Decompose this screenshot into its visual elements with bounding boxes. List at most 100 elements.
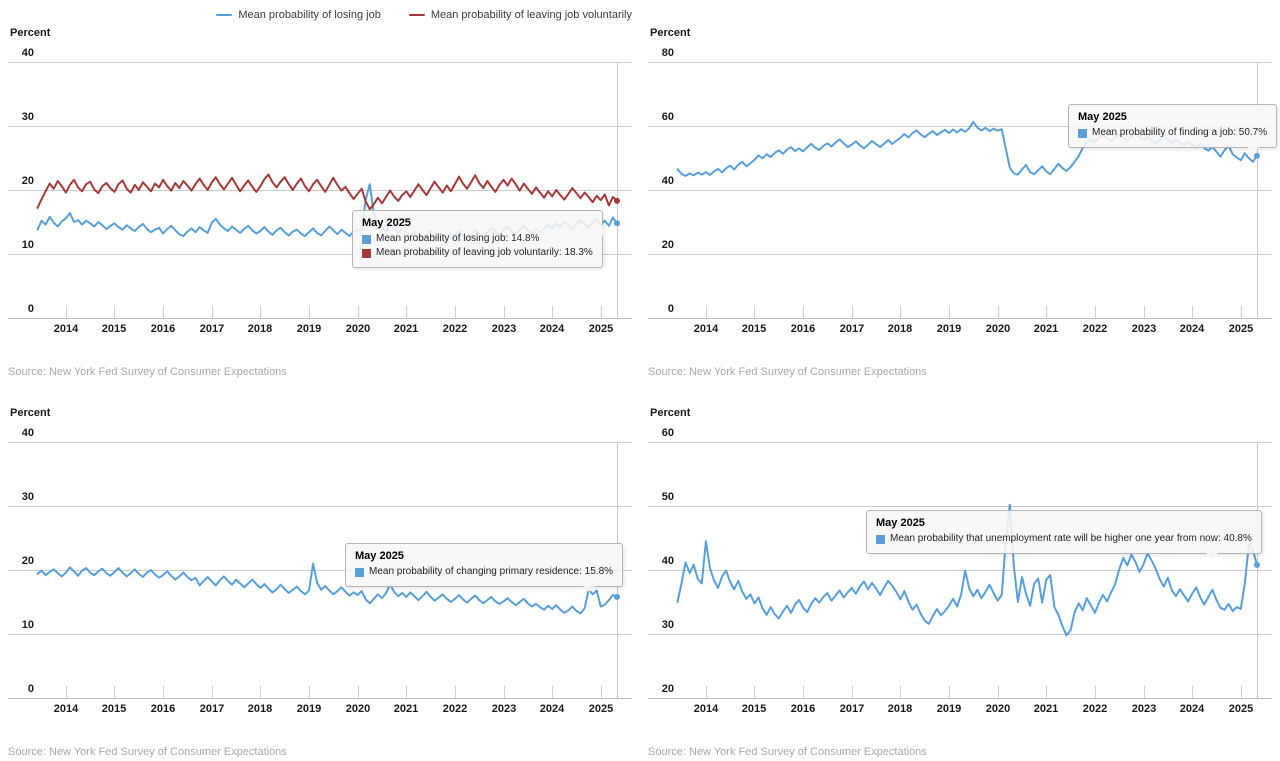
- x-axis-label: 2019: [936, 323, 962, 335]
- x-axis-label: 2024: [1179, 703, 1205, 715]
- y-axis-label: 20: [21, 555, 34, 567]
- hover-marker: [614, 593, 620, 600]
- y-axis-title: Percent: [10, 407, 51, 419]
- series-line-0[interactable]: [36, 562, 618, 615]
- chart-panel-finding-job: Percent 80 60 40 20 0 2014 2015 2016 2017 2018 201…: [640, 0, 1280, 380]
- x-axis-label: 2015: [101, 323, 127, 335]
- plot-area-losing-vs-leaving-job[interactable]: 40 30 20 10 0 2014 2015 2016 2017 2018 2019 2020 202…: [0, 0, 640, 380]
- x-axis-label: 2017: [199, 323, 225, 335]
- x-axis-label: 2020: [985, 703, 1011, 715]
- series-swatch-icon: [1078, 128, 1087, 138]
- x-axis-label: 2017: [839, 703, 865, 715]
- legend-item-label: Mean probability of leaving job voluntar…: [430, 9, 632, 21]
- series-swatch-icon: [876, 534, 885, 544]
- legend-line-icon: [216, 14, 233, 16]
- y-axis-label: 40: [661, 175, 674, 187]
- x-axis-label: 2018: [887, 323, 913, 335]
- x-axis-label: 2014: [693, 323, 719, 335]
- hover-marker: [1254, 561, 1260, 568]
- y-axis-label: 20: [661, 683, 674, 695]
- x-axis-label: 2015: [101, 703, 127, 715]
- tooltip: May 2025 Mean probability of finding a jo…: [1068, 104, 1278, 153]
- series-line-1[interactable]: [36, 173, 618, 211]
- hover-marker: [614, 197, 620, 204]
- x-axis-label: 2025: [1228, 323, 1254, 335]
- x-axis-label: 2020: [345, 703, 371, 715]
- tooltip-item: Mean probability that unemployment rate …: [876, 532, 1252, 546]
- tooltip-item-text: Mean probability of finding a job: 50.7%: [1092, 127, 1268, 138]
- x-axis-label: 2020: [345, 323, 371, 335]
- chart-panel-losing-vs-leaving-job: Mean probability of losing job Mean prob…: [0, 0, 640, 380]
- x-axis-label: 2024: [539, 323, 565, 335]
- x-axis-label: 2021: [1033, 703, 1059, 715]
- x-axis-label: 2021: [393, 703, 419, 715]
- y-axis-label: 30: [21, 491, 34, 503]
- chart-panel-unemployment-higher: Percent 60 50 40 30 20 2014 2015 2016 2017 2018 20…: [640, 380, 1280, 761]
- x-axis-label: 2022: [1082, 323, 1108, 335]
- x-axis-label: 2021: [1033, 323, 1059, 335]
- y-axis-label: 50: [661, 491, 674, 503]
- tooltip-item-text: Mean probability of losing job: 14.8%: [376, 233, 540, 244]
- tooltip-item: Mean probability of leaving job voluntar…: [362, 246, 593, 260]
- x-axis-label: 2022: [442, 323, 468, 335]
- tooltip-item: Mean probability of finding a job: 50.7%: [1078, 126, 1267, 140]
- x-axis-label: 2025: [1228, 703, 1254, 715]
- tooltip: May 2025 Mean probability of changing pri…: [345, 543, 624, 592]
- y-axis-label: 30: [21, 111, 34, 123]
- y-axis-label: 60: [661, 111, 674, 123]
- x-axis-label: 2016: [150, 323, 176, 335]
- x-axis-label: 2017: [839, 323, 865, 335]
- y-axis-title: Percent: [650, 407, 691, 419]
- series-line-0[interactable]: [676, 503, 1258, 637]
- plot-area-changing-residence[interactable]: 40 30 20 10 0 2014 2015 2016 2017 2018 2019 2020 202…: [0, 380, 640, 760]
- x-axis-label: 2021: [393, 323, 419, 335]
- y-axis-label: 0: [27, 303, 34, 315]
- x-axis-label: 2023: [1131, 703, 1157, 715]
- y-axis-label: 30: [661, 619, 674, 631]
- y-axis-label: 20: [661, 239, 674, 251]
- chart-svg: [648, 442, 1272, 699]
- x-axis-label: 2014: [53, 703, 79, 715]
- y-axis-label: 60: [661, 427, 674, 439]
- y-axis-label: 40: [21, 427, 34, 439]
- y-axis-label: 10: [21, 619, 34, 631]
- x-axis-label: 2019: [296, 703, 322, 715]
- tooltip-item-text: Mean probability of leaving job voluntar…: [376, 247, 593, 258]
- x-axis-label: 2024: [539, 703, 565, 715]
- tooltip-title: May 2025: [1078, 111, 1127, 123]
- tooltip-item-text: Mean probability of changing primary res…: [369, 566, 614, 577]
- x-axis-label: 2018: [247, 323, 273, 335]
- x-axis-label: 2019: [936, 703, 962, 715]
- x-axis-label: 2025: [588, 703, 614, 715]
- x-axis-label: 2023: [491, 703, 517, 715]
- x-axis-label: 2016: [790, 323, 816, 335]
- x-axis-label: 2017: [199, 703, 225, 715]
- tooltip-title: May 2025: [362, 217, 411, 229]
- x-axis-label: 2015: [741, 323, 767, 335]
- tooltip-item: Mean probability of losing job: 14.8%: [362, 232, 593, 246]
- y-axis-label: 80: [661, 47, 674, 59]
- x-axis-label: 2016: [790, 703, 816, 715]
- x-axis-label: 2025: [588, 323, 614, 335]
- hover-marker: [1254, 152, 1260, 159]
- y-axis-label: 0: [27, 683, 34, 695]
- x-axis-label: 2023: [491, 323, 517, 335]
- x-axis-label: 2020: [985, 323, 1011, 335]
- legend-item-losing-job[interactable]: Mean probability of losing job: [216, 9, 381, 21]
- tooltip-item: Mean probability of changing primary res…: [355, 565, 613, 579]
- y-axis-label: 10: [21, 239, 34, 251]
- y-axis-label: 0: [667, 303, 674, 315]
- legend-item-leaving-job[interactable]: Mean probability of leaving job voluntar…: [408, 9, 632, 21]
- legend-item-label: Mean probability of losing job: [238, 9, 381, 21]
- hover-marker: [614, 220, 620, 227]
- tooltip: May 2025 Mean probability that unemployme…: [866, 510, 1262, 559]
- x-axis-label: 2014: [53, 323, 79, 335]
- x-axis-label: 2024: [1179, 323, 1205, 335]
- x-axis-label: 2018: [887, 703, 913, 715]
- series-swatch-icon: [362, 248, 371, 258]
- tooltip-title: May 2025: [876, 517, 925, 529]
- plot-area-finding-job[interactable]: 80 60 40 20 0 2014 2015 2016 2017 2018 2019 2020 202…: [640, 0, 1280, 380]
- plot-area-unemployment-higher[interactable]: 60 50 40 30 20 2014 2015 2016 2017 2018 2019 2020 20…: [640, 380, 1280, 760]
- chart-panel-changing-residence: Percent 40 30 20 10 0 2014 2015 2016 2017 2018 201…: [0, 380, 640, 761]
- x-axis-label: 2018: [247, 703, 273, 715]
